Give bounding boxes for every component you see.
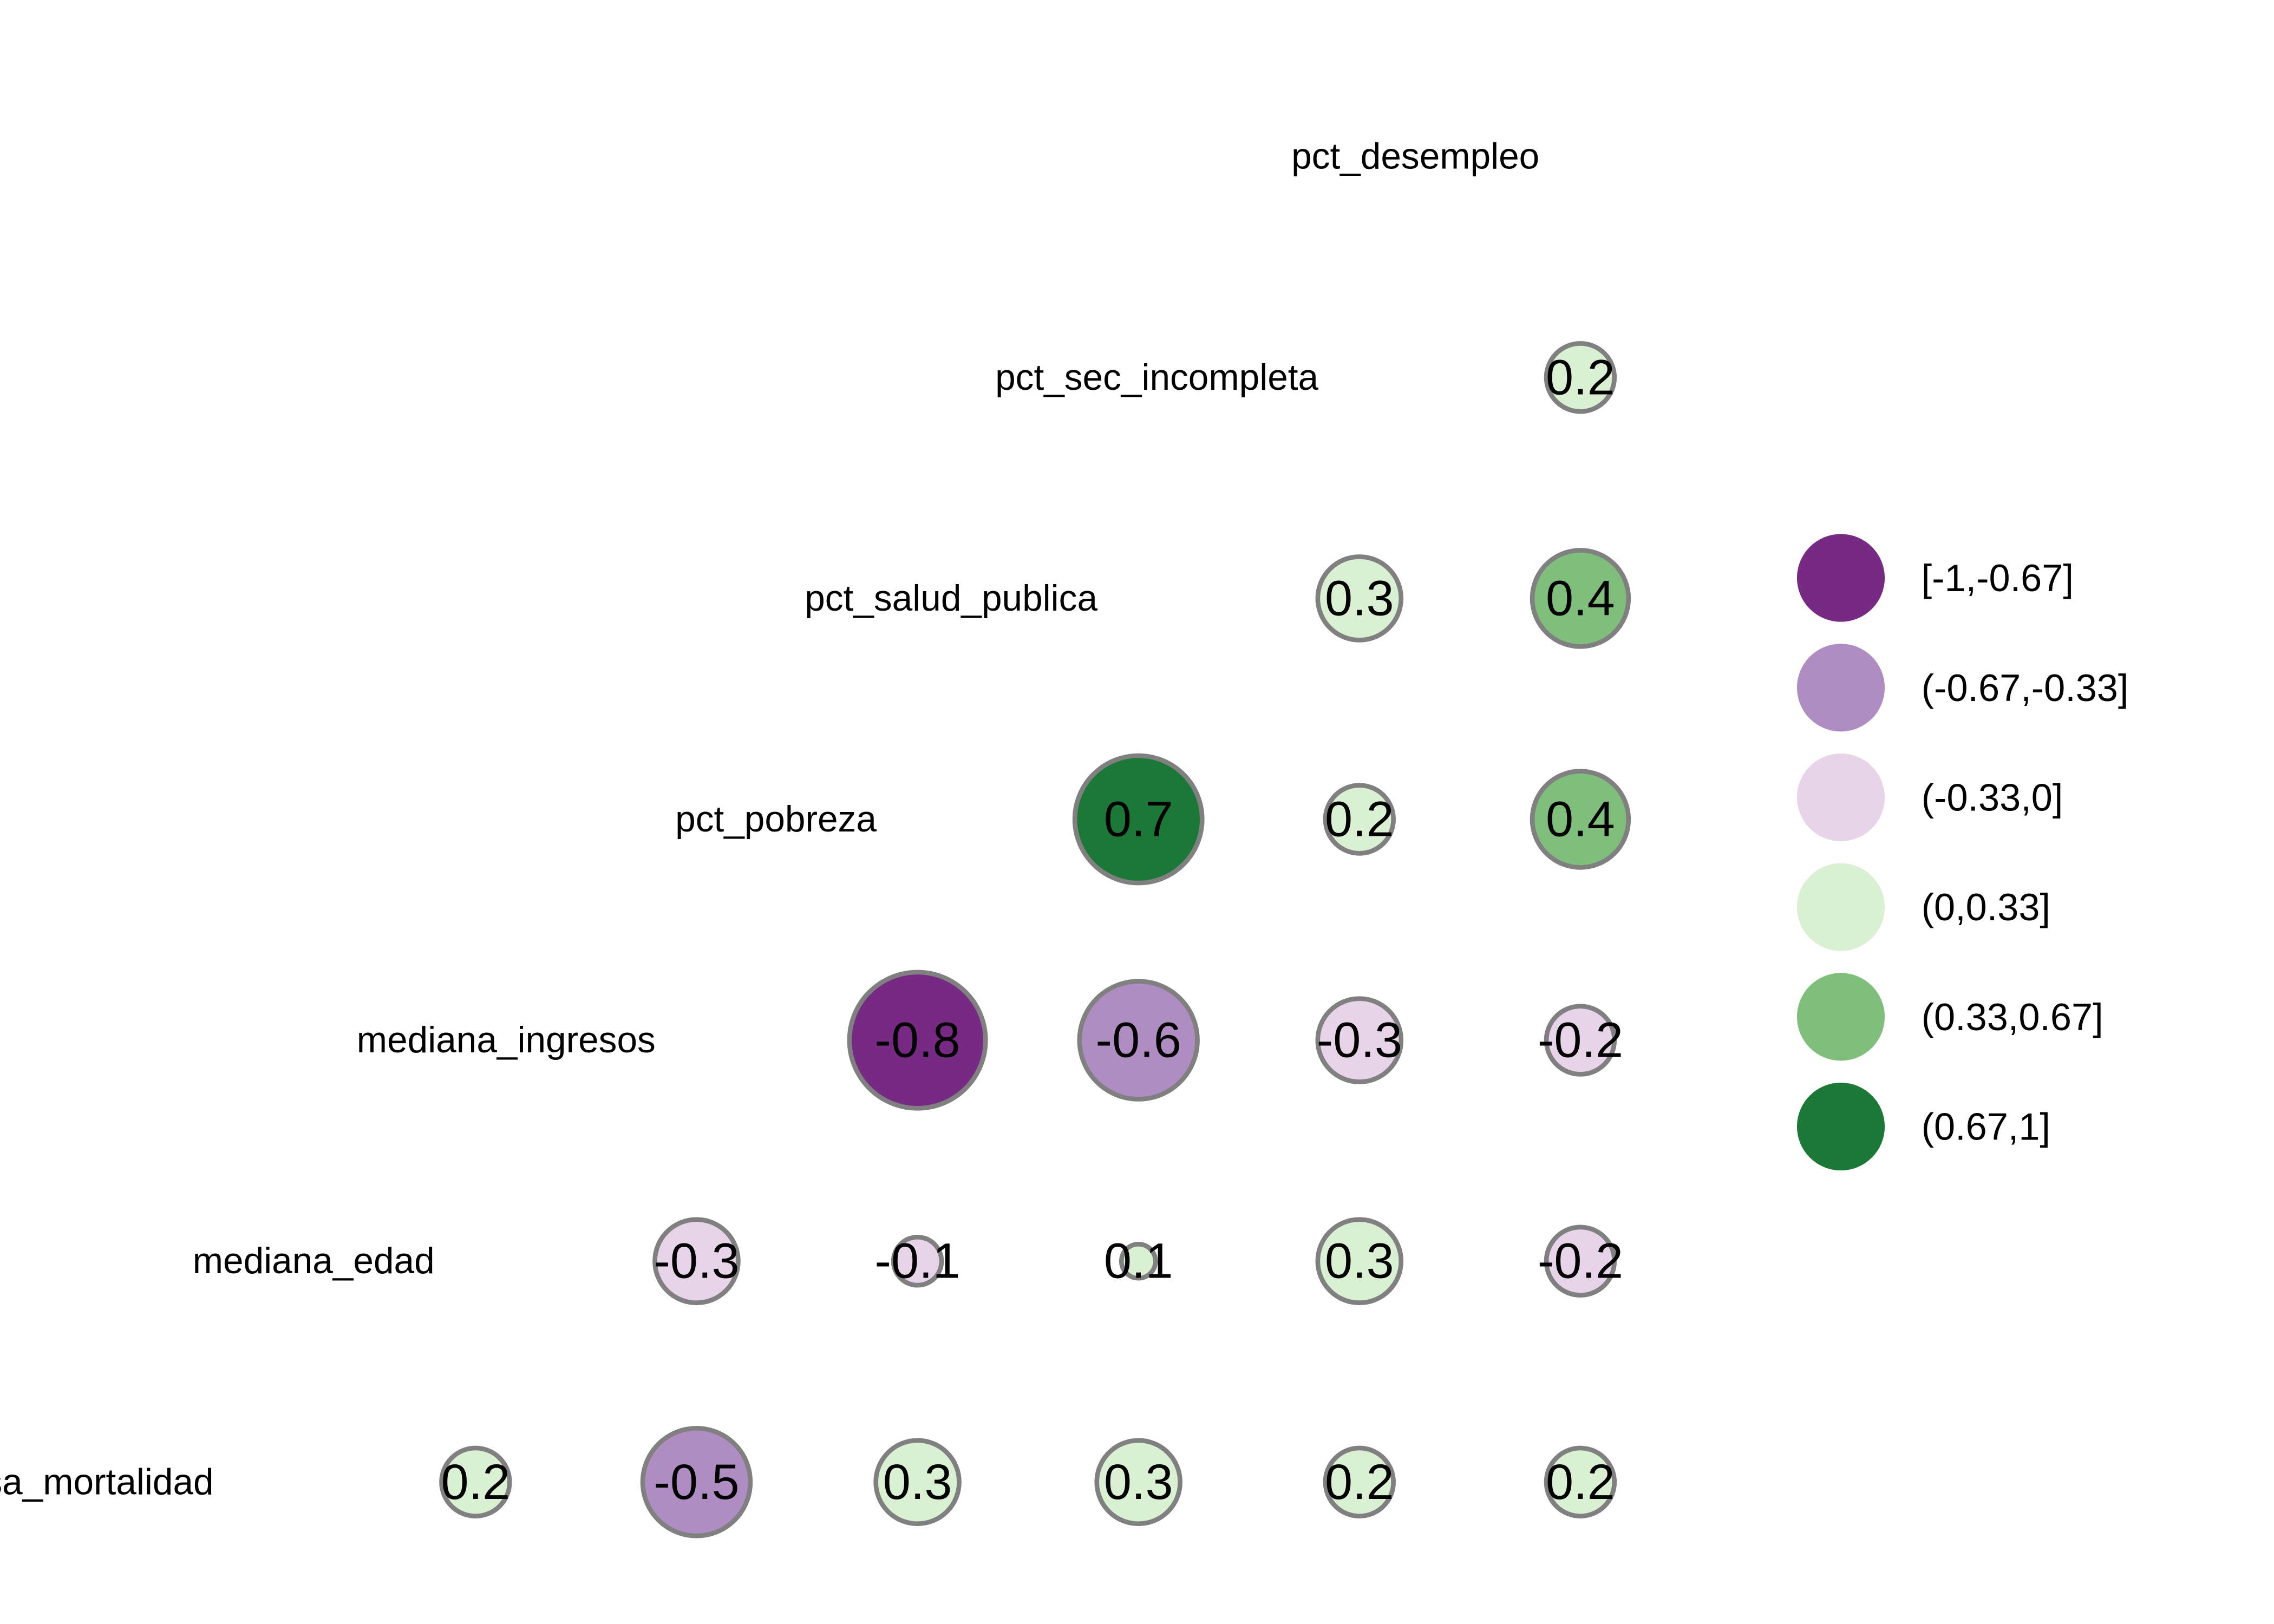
cell-pct-sec-incompleta-pct-desempleo: 0.2 bbox=[1544, 341, 1617, 414]
variable-label-mediana-ingresos: mediana_ingresos bbox=[357, 1020, 656, 1060]
cell-mediana-ingresos-pct-sec-incompleta: -0.3 bbox=[1315, 996, 1404, 1084]
legend-swatch bbox=[1796, 534, 1885, 622]
cell-mediana-edad-pct-sec-incompleta: 0.3 bbox=[1315, 1217, 1404, 1306]
cell-pct-pobreza-pct-salud-publica: 0.7 bbox=[1072, 753, 1205, 886]
cell-mediana-edad-pct-salud-publica: 0.1 bbox=[1104, 1234, 1173, 1289]
correlation-circle bbox=[1544, 1224, 1617, 1298]
correlation-circle bbox=[1119, 1241, 1158, 1281]
correlation-circle bbox=[1530, 769, 1631, 870]
legend-label: (0,0.33] bbox=[1922, 886, 2050, 928]
correlation-circle bbox=[640, 1426, 753, 1538]
legend-entry: (0,0.33] bbox=[1796, 863, 2050, 951]
correlation-circle bbox=[1077, 979, 1200, 1102]
variable-labels: tasa_mortalidad mediana_edad mediana_ingre… bbox=[0, 136, 1539, 1503]
variable-label-tasa-mortalidad: tasa_mortalidad bbox=[0, 1462, 214, 1502]
cell-tasa-mortalidad-pct-pobreza: 0.3 bbox=[873, 1438, 962, 1527]
correlation-value-label: -0.6 bbox=[1096, 1013, 1181, 1068]
correlation-value-label: 0.4 bbox=[1546, 571, 1615, 626]
cell-mediana-edad-pct-pobreza: -0.1 bbox=[874, 1234, 960, 1289]
cell-tasa-mortalidad-mediana-edad: 0.2 bbox=[439, 1445, 512, 1519]
correlation-value-label: 0.7 bbox=[1104, 792, 1173, 847]
legend-swatch bbox=[1796, 863, 1885, 951]
legend-label: (-0.33,0] bbox=[1922, 776, 2063, 818]
correlation-circle bbox=[1323, 1445, 1396, 1519]
correlation-circle bbox=[652, 1217, 741, 1306]
correlation-value-label: -0.3 bbox=[1317, 1013, 1402, 1068]
cell-tasa-mortalidad-pct-sec-incompleta: 0.2 bbox=[1323, 1445, 1396, 1519]
cell-tasa-mortalidad-pct-desempleo: 0.2 bbox=[1544, 1445, 1617, 1519]
legend-entry: [-1,-0.67] bbox=[1796, 534, 2074, 622]
legend-swatch bbox=[1796, 973, 1885, 1061]
variable-label-pct-pobreza: pct_pobreza bbox=[675, 799, 877, 840]
legend-label: (0.67,1] bbox=[1922, 1105, 2050, 1148]
correlation-value-label: 0.3 bbox=[1104, 1455, 1173, 1510]
correlation-value-label: -0.2 bbox=[1538, 1013, 1623, 1068]
cell-mediana-ingresos-pct-desempleo: -0.2 bbox=[1538, 1004, 1623, 1077]
correlation-circle bbox=[1544, 1445, 1617, 1519]
variable-label-mediana-edad: mediana_edad bbox=[193, 1241, 435, 1281]
correlation-value-label: -0.8 bbox=[874, 1013, 960, 1068]
legend-label: (0.33,0.67] bbox=[1922, 996, 2103, 1038]
variable-label-pct-desempleo: pct_desempleo bbox=[1291, 136, 1539, 177]
cell-mediana-ingresos-pct-pobreza: -0.8 bbox=[847, 970, 988, 1111]
legend-label: [-1,-0.67] bbox=[1922, 556, 2074, 599]
correlation-circle bbox=[1315, 996, 1404, 1084]
correlation-circle bbox=[891, 1234, 944, 1288]
correlation-value-label: 0.1 bbox=[1104, 1234, 1173, 1289]
correlation-value-label: -0.5 bbox=[654, 1455, 739, 1510]
legend-entry: (0.67,1] bbox=[1796, 1083, 2050, 1171]
correlation-circle bbox=[1315, 554, 1404, 643]
correlation-value-label: 0.2 bbox=[1546, 1455, 1615, 1510]
correlation-value-label: -0.2 bbox=[1538, 1234, 1623, 1289]
cell-pct-salud-publica-pct-desempleo: 0.4 bbox=[1530, 548, 1631, 649]
variable-label-pct-sec-incompleta: pct_sec_incompleta bbox=[995, 357, 1318, 398]
correlation-value-label: -0.1 bbox=[874, 1234, 960, 1289]
cell-mediana-edad-pct-desempleo: -0.2 bbox=[1538, 1224, 1623, 1298]
correlation-value-label: 0.2 bbox=[1546, 350, 1615, 405]
legend-entry: (-0.67,-0.33] bbox=[1796, 644, 2129, 732]
correlation-circle bbox=[1315, 1217, 1404, 1306]
variable-label-pct-salud-publica: pct_salud_publica bbox=[805, 578, 1097, 619]
cell-mediana-ingresos-pct-salud-publica: -0.6 bbox=[1077, 979, 1200, 1102]
correlation-value-label: 0.4 bbox=[1546, 792, 1615, 847]
correlation-cells: 0.2 -0.5 0.3 0.3 0.2 0.2 -0.3 -0.1 0.1 0.3 -0.2 -0.… bbox=[439, 341, 1631, 1538]
correlation-circle bbox=[847, 970, 988, 1111]
correlation-circle bbox=[439, 1445, 512, 1519]
correlation-circle bbox=[1072, 753, 1205, 886]
correlation-value-label: 0.2 bbox=[1325, 792, 1394, 847]
correlation-value-label: 0.3 bbox=[1325, 1234, 1394, 1289]
legend-entry: (0.33,0.67] bbox=[1796, 973, 2103, 1061]
legend-swatch bbox=[1796, 753, 1885, 842]
cell-pct-pobreza-pct-desempleo: 0.4 bbox=[1530, 769, 1631, 870]
legend-swatch bbox=[1796, 1083, 1885, 1171]
cell-mediana-edad-mediana-ingresos: -0.3 bbox=[652, 1217, 741, 1306]
correlation-circle bbox=[1530, 548, 1631, 649]
correlation-value-label: 0.2 bbox=[1325, 1455, 1394, 1510]
correlation-circle bbox=[1323, 783, 1396, 856]
correlation-circle bbox=[1094, 1438, 1183, 1527]
correlation-value-label: -0.3 bbox=[654, 1234, 739, 1289]
correlation-circle bbox=[873, 1438, 962, 1527]
correlation-circle bbox=[1544, 1004, 1617, 1077]
cell-pct-pobreza-pct-sec-incompleta: 0.2 bbox=[1323, 783, 1396, 856]
cell-pct-salud-publica-pct-sec-incompleta: 0.3 bbox=[1315, 554, 1404, 643]
legend-label: (-0.67,-0.33] bbox=[1922, 666, 2129, 709]
legend-entry: (-0.33,0] bbox=[1796, 753, 2063, 842]
cell-tasa-mortalidad-mediana-ingresos: -0.5 bbox=[640, 1426, 753, 1538]
correlation-value-label: 0.3 bbox=[1325, 571, 1394, 626]
correlation-value-label: 0.3 bbox=[883, 1455, 952, 1510]
cell-tasa-mortalidad-pct-salud-publica: 0.3 bbox=[1094, 1438, 1183, 1527]
correlation-value-label: 0.2 bbox=[441, 1455, 511, 1510]
correlation-circle bbox=[1544, 341, 1617, 414]
legend: [-1,-0.67] (-0.67,-0.33] (-0.33,0] (0,0.33]… bbox=[1796, 534, 2129, 1171]
legend-swatch bbox=[1796, 644, 1885, 732]
